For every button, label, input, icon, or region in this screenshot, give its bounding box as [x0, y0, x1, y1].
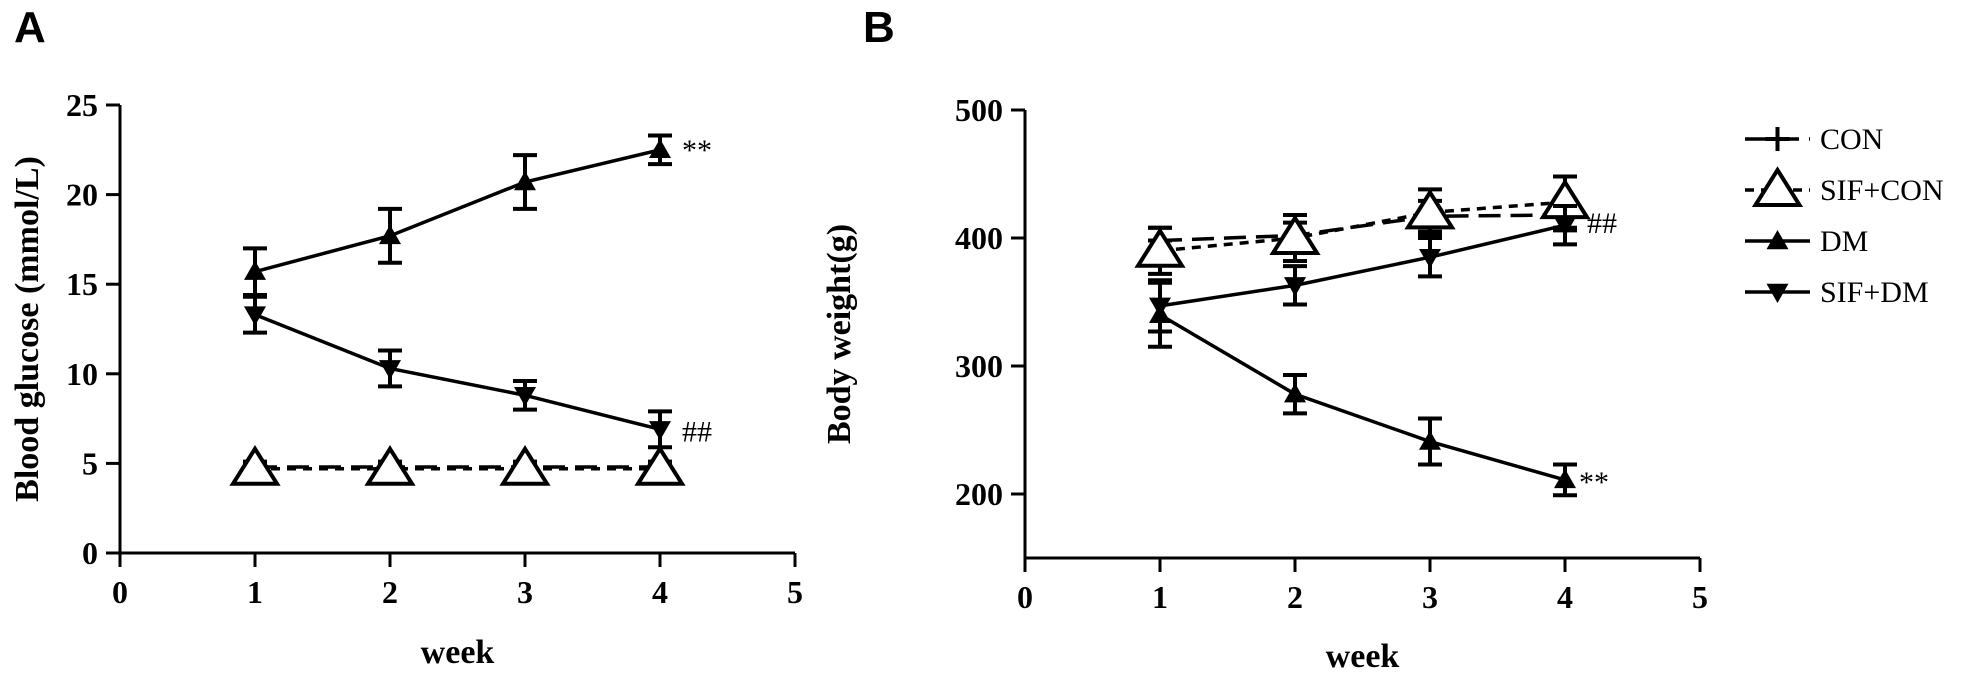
marker-open-triangle — [499, 445, 551, 486]
x-tick-label: 0 — [112, 574, 128, 610]
y-tick-label: 400 — [955, 220, 1003, 256]
y-tick-label: 300 — [955, 348, 1003, 384]
marker-open-triangle — [1134, 227, 1186, 268]
x-tick-label: 2 — [382, 574, 398, 610]
series-sif-dm — [243, 294, 672, 450]
legend-label: SIF+DM — [1820, 276, 1929, 309]
significance-annotation: ## — [1587, 207, 1617, 240]
series-line — [1159, 200, 1566, 253]
marker-triangle-down — [514, 387, 536, 407]
panel-b: B 200 300 400 500 0 1 2 3 4 5 week Body weight(g) ## *… — [821, 3, 1708, 675]
x-tick-label: 5 — [787, 574, 803, 610]
marker-triangle-up — [649, 138, 671, 159]
x-tick-label: 1 — [247, 574, 263, 610]
marker-triangle-up — [1284, 383, 1306, 403]
y-tick-label: 0 — [82, 535, 98, 571]
significance-annotation: ** — [1579, 466, 1609, 499]
series-line — [1159, 223, 1566, 308]
marker-open-triangle — [229, 445, 281, 486]
marker-triangle-down — [1766, 283, 1789, 303]
y-axis-title: Blood glucose (mmol/L) — [9, 156, 46, 502]
y-tick-label: 10 — [66, 356, 98, 392]
series-line — [1159, 213, 1566, 243]
y-tick-label: 200 — [955, 476, 1003, 512]
legend-label: CON — [1820, 123, 1883, 156]
x-tick-label: 3 — [517, 574, 533, 610]
marker-triangle-down — [1149, 297, 1171, 317]
legend-label: DM — [1820, 225, 1868, 258]
significance-annotation: ## — [682, 415, 712, 448]
y-axis-title: Body weight(g) — [821, 224, 858, 444]
series-con — [243, 454, 672, 479]
panel-a: A 0 5 10 15 20 25 0 1 2 3 4 5 week Blood glucose (mmol… — [9, 3, 803, 671]
series-line — [254, 313, 661, 432]
legend: CON SIF+CON DM SIF+DM — [1745, 123, 1944, 309]
significance-annotation: ** — [682, 134, 712, 167]
y-tick-label: 20 — [66, 177, 98, 213]
panel-letter: B — [863, 3, 895, 52]
y-tick-label: 500 — [955, 92, 1003, 128]
marker-open-triangle — [1751, 166, 1804, 207]
legend-item: SIF+DM — [1745, 276, 1929, 309]
x-axis-title: week — [1326, 638, 1400, 675]
y-tick-label: 5 — [82, 445, 98, 481]
marker-triangle-up — [1419, 430, 1441, 450]
series-line — [1159, 313, 1566, 482]
x-tick-label: 0 — [1017, 579, 1033, 615]
marker-open-triangle — [1404, 188, 1456, 230]
marker-open-triangle — [364, 445, 416, 486]
x-tick-label: 4 — [652, 574, 668, 610]
series-sif-dm — [1148, 204, 1577, 334]
x-tick-label: 5 — [1692, 579, 1708, 615]
marker-triangle-up — [514, 171, 536, 191]
marker-plus — [1765, 127, 1790, 151]
x-axis-title: week — [421, 634, 495, 671]
marker-triangle-down — [1554, 216, 1576, 237]
series-dm — [1148, 280, 1577, 498]
x-tick-label: 3 — [1422, 579, 1438, 615]
legend-item: SIF+CON — [1745, 166, 1944, 207]
x-tick-label: 4 — [1557, 579, 1573, 615]
panel-letter: A — [14, 3, 46, 52]
marker-triangle-up — [1554, 468, 1576, 489]
marker-triangle-down — [379, 360, 401, 380]
marker-triangle-up — [379, 224, 401, 245]
series-sif-con — [1134, 174, 1591, 276]
marker-triangle-down — [1284, 277, 1306, 297]
marker-open-triangle — [634, 445, 686, 486]
legend-label: SIF+CON — [1820, 174, 1944, 207]
x-tick-label: 1 — [1152, 579, 1168, 615]
y-tick-label: 15 — [66, 266, 98, 302]
marker-triangle-up — [244, 260, 266, 280]
x-tick-label: 2 — [1287, 579, 1303, 615]
series-sif-con — [229, 445, 686, 486]
legend-item: CON — [1745, 123, 1883, 156]
marker-triangle-down — [649, 421, 671, 441]
marker-triangle-down — [1419, 248, 1441, 269]
marker-triangle-up — [1766, 230, 1789, 250]
marker-open-triangle — [1269, 214, 1321, 255]
legend-item: DM — [1745, 225, 1868, 258]
marker-triangle-down — [244, 306, 266, 326]
series-line — [254, 148, 661, 274]
y-tick-label: 25 — [66, 87, 98, 123]
series-dm — [243, 133, 672, 297]
